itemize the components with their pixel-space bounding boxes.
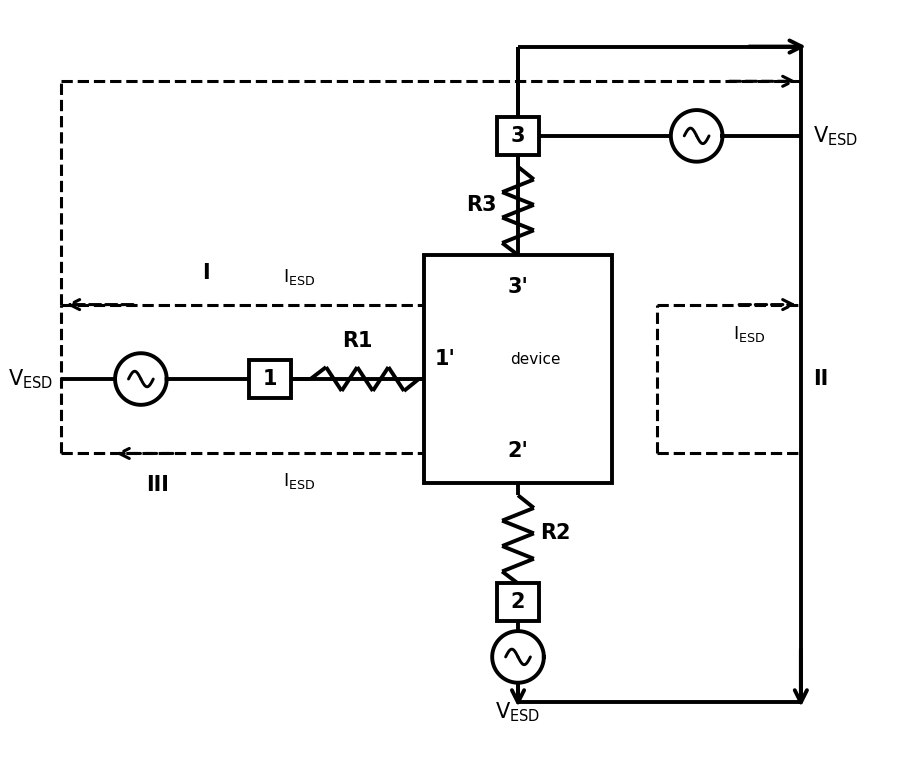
Text: 2': 2' [507, 442, 528, 461]
Text: 3': 3' [507, 277, 528, 296]
Circle shape [493, 631, 544, 683]
Bar [497, 117, 539, 155]
Text: $\mathrm{I_{ESD}}$: $\mathrm{I_{ESD}}$ [283, 471, 315, 491]
Text: 3: 3 [511, 126, 526, 146]
Bar [424, 255, 612, 484]
Text: $\mathrm{I_{ESD}}$: $\mathrm{I_{ESD}}$ [283, 267, 315, 286]
Text: $\mathrm{V_{ESD}}$: $\mathrm{V_{ESD}}$ [813, 124, 858, 147]
Text: $\mathrm{I_{ESD}}$: $\mathrm{I_{ESD}}$ [732, 325, 765, 345]
Text: device: device [510, 351, 560, 367]
Circle shape [115, 353, 166, 405]
Text: R2: R2 [540, 523, 570, 543]
Text: R3: R3 [465, 195, 496, 215]
Text: $\mathrm{V_{ESD}}$: $\mathrm{V_{ESD}}$ [495, 701, 541, 724]
Text: I: I [202, 263, 209, 283]
Text: II: II [813, 369, 828, 389]
Text: 1': 1' [435, 349, 456, 369]
Text: 1: 1 [262, 369, 277, 389]
Text: $\mathrm{V_{ESD}}$: $\mathrm{V_{ESD}}$ [8, 367, 54, 391]
Text: III: III [146, 475, 169, 495]
Text: 2: 2 [511, 592, 526, 612]
Bar [249, 360, 291, 398]
Bar [497, 584, 539, 621]
Circle shape [671, 110, 722, 162]
Text: R1: R1 [342, 332, 373, 351]
